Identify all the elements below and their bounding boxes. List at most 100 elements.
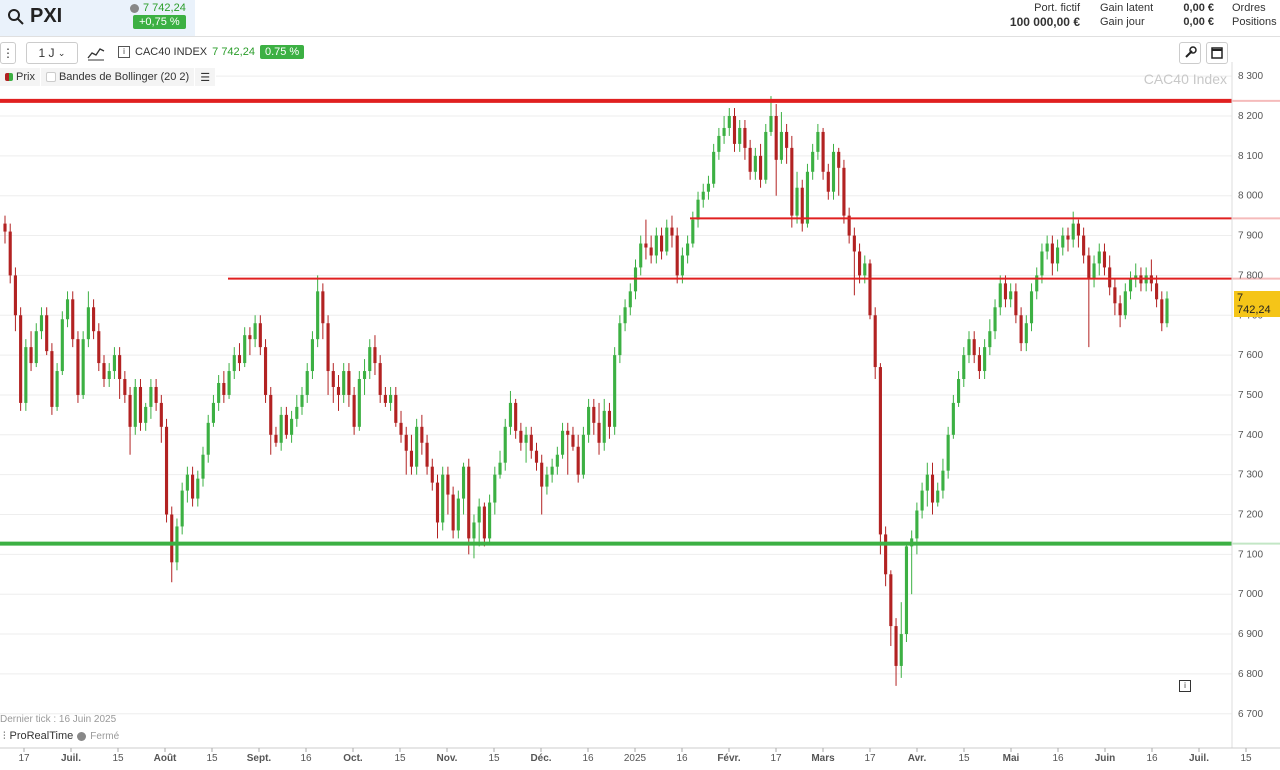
candle-body: [779, 131, 783, 160]
y-tick-label: 7 400: [1238, 430, 1263, 441]
candle-body: [362, 371, 367, 380]
candle-body: [1040, 251, 1044, 276]
candle-body: [404, 434, 408, 451]
candle-body: [389, 394, 393, 403]
candle-body: [112, 355, 116, 372]
search-icon[interactable]: [7, 8, 25, 26]
legend-item-prix[interactable]: Prix: [0, 68, 41, 86]
candle-body: [863, 263, 867, 276]
y-tick-label: 7 500: [1238, 390, 1263, 401]
market-status-dot-icon: [77, 731, 87, 741]
legend-menu-icon[interactable]: ☰: [195, 68, 217, 86]
candle-body: [1009, 291, 1013, 300]
candle-body: [858, 251, 862, 276]
candle-body: [795, 187, 799, 216]
candle-body: [962, 355, 966, 380]
candle-body: [534, 450, 539, 463]
y-tick-label: 7 100: [1238, 549, 1263, 560]
candle-body: [217, 382, 221, 403]
gain-latent-value: 0,00 €: [1183, 2, 1214, 14]
gain-jour-value: 0,00 €: [1183, 16, 1214, 28]
instrument-info: i CAC40 INDEX 7 742,24 0.75 %: [118, 45, 305, 59]
candle-body: [758, 155, 763, 180]
candle-body: [774, 116, 778, 160]
candle-body: [519, 430, 523, 443]
candle-body: [472, 522, 476, 539]
candle-body: [243, 335, 247, 364]
candle-body: [983, 347, 987, 372]
candle-body: [748, 147, 752, 172]
candle-body: [764, 131, 768, 180]
candle-body: [722, 127, 726, 136]
candle-body: [138, 386, 143, 423]
window-icon[interactable]: [1206, 42, 1228, 64]
x-tick-label: 15: [488, 753, 500, 764]
x-tick-label: 15: [112, 753, 124, 764]
drag-handle-icon[interactable]: ⋮: [0, 42, 16, 64]
candle-body: [654, 235, 658, 256]
candle-body: [706, 183, 711, 192]
info-icon[interactable]: i: [118, 46, 130, 58]
candle-body: [295, 406, 299, 419]
candle-body: [1003, 283, 1008, 300]
candle-body: [227, 371, 231, 395]
candle-body: [191, 474, 195, 499]
candle-body: [409, 450, 414, 467]
y-tick-label: 6 800: [1238, 669, 1263, 680]
candle-body: [769, 116, 773, 132]
candle-body: [712, 151, 716, 184]
candle-body: [680, 255, 684, 276]
x-tick-label: Nov.: [437, 753, 458, 764]
candle-body: [915, 510, 919, 539]
candle-body: [524, 434, 528, 443]
candle-body: [232, 355, 236, 372]
candle-body: [55, 371, 59, 407]
chart-type-icon[interactable]: [84, 42, 108, 64]
candle-body: [336, 386, 341, 395]
candle-body: [826, 171, 830, 192]
wrench-icon[interactable]: [1179, 42, 1201, 64]
candle-body: [904, 546, 909, 635]
candle-body: [128, 394, 132, 427]
candle-body: [394, 394, 398, 423]
candle-body: [1050, 243, 1054, 264]
candle-body: [899, 634, 903, 666]
last-tick-label: Dernier tick : 16 Juin 2025: [0, 714, 117, 725]
candle-body: [222, 382, 226, 395]
candle-body: [988, 331, 992, 348]
y-tick-label: 8 100: [1238, 151, 1263, 162]
positions-link[interactable]: Positions: [1232, 16, 1277, 28]
ordres-link[interactable]: Ordres: [1232, 2, 1266, 14]
search-box[interactable]: PXI 7 742,24 +0,75 %: [0, 0, 195, 36]
chevron-down-icon: ⌄: [57, 47, 66, 58]
candle-body: [279, 414, 283, 443]
candle-body: [821, 131, 825, 172]
x-tick-label: Juin: [1095, 753, 1116, 764]
candle-body: [701, 191, 705, 200]
candle-body: [727, 116, 731, 128]
candle-body: [211, 402, 215, 423]
candle-body: [3, 223, 7, 232]
x-tick-label: Mars: [811, 753, 835, 764]
timeframe-select[interactable]: 1 J ⌄: [26, 42, 78, 64]
candle-body: [613, 355, 617, 427]
x-tick-label: Avr.: [908, 753, 927, 764]
legend-item-bollinger[interactable]: Bandes de Bollinger (20 2): [40, 68, 196, 86]
candle-body: [977, 355, 981, 372]
candle-body: [675, 235, 679, 276]
candle-body: [378, 363, 382, 395]
candle-body: [878, 367, 882, 535]
candle-body: [967, 339, 971, 356]
candle-body: [456, 498, 460, 531]
x-tick-label: Juil.: [61, 753, 81, 764]
candle-body: [430, 466, 434, 483]
candle-body: [248, 335, 252, 340]
candle-body: [1029, 291, 1034, 324]
candle-body: [607, 410, 612, 427]
x-tick-label: 16: [1146, 753, 1158, 764]
chart-info-icon[interactable]: i: [1179, 680, 1191, 692]
candle-body: [1155, 283, 1159, 300]
candle-body: [545, 474, 549, 487]
candle-body: [357, 379, 361, 427]
